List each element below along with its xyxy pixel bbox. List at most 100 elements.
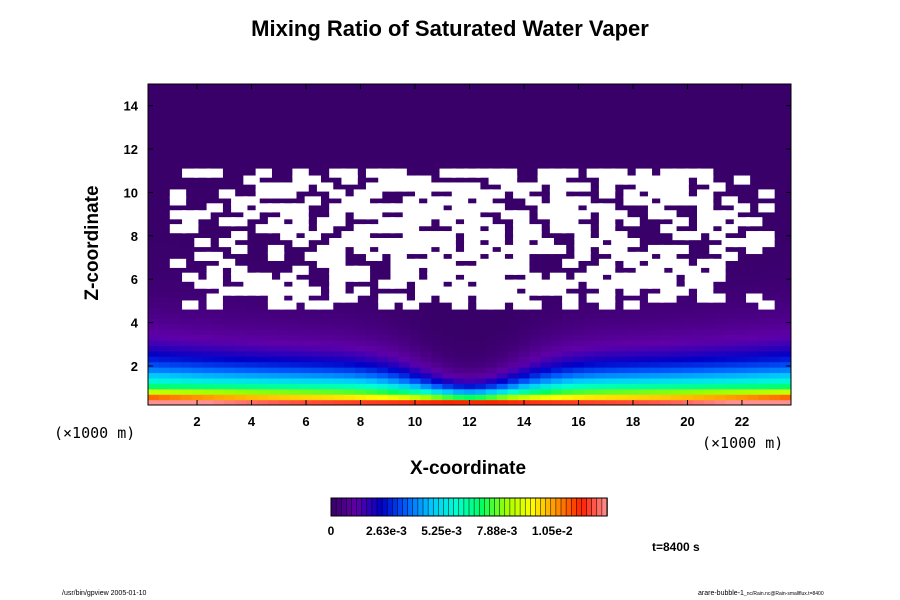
heatmap-cell [191, 339, 204, 346]
heatmap-cell [311, 95, 323, 102]
heatmap-cell [540, 388, 552, 395]
missing-cell [660, 286, 677, 296]
missing-cell [267, 217, 285, 227]
heatmap-cell [278, 296, 291, 303]
heatmap-cell [169, 285, 182, 292]
heatmap-cell [714, 85, 727, 92]
heatmap-cell [344, 280, 356, 287]
heatmap-cell [605, 399, 618, 405]
heatmap-cell [355, 123, 367, 130]
heatmap-cell [747, 133, 759, 140]
heatmap-cell [791, 351, 802, 357]
heatmap-cell [158, 231, 171, 238]
heatmap-cell [148, 296, 160, 303]
missing-cell [623, 217, 640, 227]
heatmap-cell [649, 323, 661, 330]
heatmap-cell [267, 372, 280, 379]
heatmap-cell [322, 160, 334, 168]
missing-cell [206, 279, 223, 289]
heatmap-cell [202, 117, 214, 124]
missing-cell [598, 168, 616, 178]
heatmap-cell [573, 101, 585, 108]
heatmap-cell [671, 345, 683, 352]
heatmap-cell [747, 356, 759, 363]
heatmap-cell [671, 226, 683, 233]
heatmap-cell [256, 95, 269, 102]
heatmap-cell [256, 209, 269, 216]
heatmap-cell [682, 226, 694, 233]
missing-cell [427, 196, 444, 206]
heatmap-cell [496, 112, 509, 119]
heatmap-cell [747, 388, 759, 395]
heatmap-cell [246, 95, 258, 102]
heatmap-cell [616, 226, 629, 233]
heatmap-cell [780, 274, 791, 281]
heatmap-cell [365, 85, 378, 92]
heatmap-cell [322, 177, 334, 184]
heatmap-cell [660, 361, 672, 368]
heatmap-cell [300, 150, 313, 157]
heatmap-cell [300, 372, 313, 379]
heatmap-cell [714, 339, 727, 346]
heatmap-cell [344, 329, 356, 336]
heatmap-cell [235, 399, 247, 405]
heatmap-cell [169, 166, 182, 173]
heatmap-cell [158, 166, 171, 173]
colorbar-bin [397, 497, 404, 517]
heatmap-cell [278, 356, 291, 363]
heatmap-cell [235, 361, 247, 368]
heatmap-cell [551, 388, 563, 395]
missing-cell [280, 189, 297, 199]
heatmap-cell [660, 307, 672, 314]
missing-cell [721, 196, 738, 206]
heatmap-cell [671, 160, 683, 168]
heatmap-cell [311, 318, 323, 325]
heatmap-cell [246, 296, 258, 303]
heatmap-cell [224, 372, 236, 379]
heatmap-cell [213, 123, 225, 130]
heatmap-cell [267, 361, 280, 368]
heatmap-cell [529, 150, 541, 157]
heatmap-cell [311, 112, 323, 119]
heatmap-cell [431, 312, 443, 319]
heatmap-cell [758, 128, 770, 135]
heatmap-cell [148, 236, 160, 243]
missing-cell [304, 300, 322, 310]
heatmap-cell [671, 204, 683, 211]
heatmap-cell [485, 356, 498, 363]
heatmap-cell [355, 334, 367, 341]
heatmap-cell [267, 318, 280, 325]
heatmap-cell [780, 155, 791, 162]
heatmap-cell [409, 117, 422, 124]
heatmap-cell [627, 394, 640, 401]
missing-cell [329, 279, 346, 289]
heatmap-cell [474, 182, 487, 189]
heatmap-cell [148, 329, 160, 336]
heatmap-cell [638, 139, 650, 146]
heatmap-cell [365, 312, 378, 319]
heatmap-cell [791, 156, 802, 162]
missing-cell [169, 189, 187, 199]
missing-cell [427, 251, 444, 261]
heatmap-cell [431, 95, 443, 102]
heatmap-cell [169, 242, 182, 249]
missing-cell [427, 279, 444, 289]
missing-cell [353, 272, 371, 282]
heatmap-cell [202, 329, 214, 336]
heatmap-cell [714, 226, 727, 233]
heatmap-cell [649, 307, 661, 314]
heatmap-cell [780, 231, 791, 238]
missing-cell [525, 279, 542, 289]
heatmap-cell [769, 377, 781, 384]
heatmap-cell [169, 383, 182, 390]
heatmap-cell [638, 204, 650, 211]
heatmap-cell [333, 367, 345, 374]
heatmap-cell [474, 253, 487, 260]
heatmap-cell [355, 350, 367, 357]
heatmap-cell [431, 220, 443, 227]
missing-cell [280, 224, 297, 234]
heatmap-cell [725, 307, 738, 314]
heatmap-cell [725, 166, 738, 173]
heatmap-cell [638, 128, 650, 135]
missing-cell [672, 265, 689, 275]
